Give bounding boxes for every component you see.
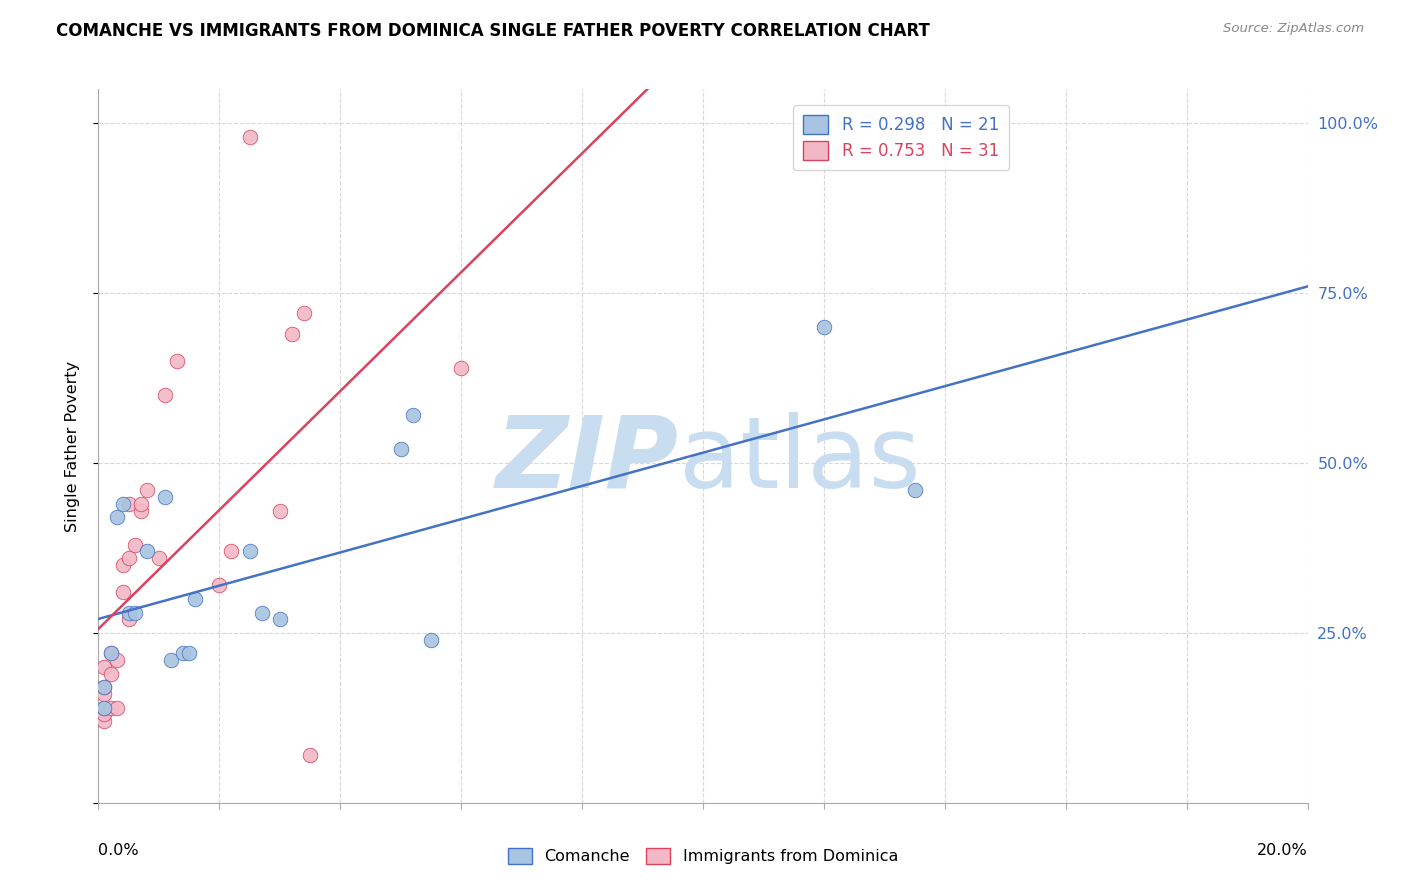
Point [450,360,472,375]
Text: ZIP: ZIP [496,412,679,508]
Point [148,551,170,566]
Point [239,544,262,558]
Point [105,700,128,714]
Point [93,660,115,674]
Point [93,680,115,694]
Text: COMANCHE VS IMMIGRANTS FROM DOMINICA SINGLE FATHER POVERTY CORRELATION CHART: COMANCHE VS IMMIGRANTS FROM DOMINICA SIN… [56,22,931,40]
Point [239,129,262,144]
Point [129,503,152,517]
Point [153,388,176,402]
Point [135,544,157,558]
Point [135,483,157,498]
Legend: R = 0.298   N = 21, R = 0.753   N = 31: R = 0.298 N = 21, R = 0.753 N = 31 [793,104,1010,169]
Point [179,646,201,660]
Point [221,544,243,558]
Point [93,680,115,694]
Point [269,612,291,626]
Point [111,585,134,599]
Point [100,666,122,681]
Point [299,748,322,763]
Point [124,537,146,551]
Point [93,714,115,729]
Point [100,646,122,660]
Text: Source: ZipAtlas.com: Source: ZipAtlas.com [1223,22,1364,36]
Point [389,442,412,457]
Text: atlas: atlas [679,412,921,508]
Point [153,490,176,504]
Point [118,551,141,566]
Point [118,612,141,626]
Point [420,632,443,647]
Point [208,578,231,592]
Point [100,646,122,660]
Point [118,606,141,620]
Point [111,497,134,511]
Point [250,606,273,620]
Point [93,700,115,714]
Point [813,320,835,334]
Point [129,497,152,511]
Point [281,326,304,341]
Point [292,306,315,320]
Y-axis label: Single Father Poverty: Single Father Poverty [65,360,80,532]
Point [160,653,183,667]
Point [118,497,141,511]
Point [402,409,425,423]
Point [93,687,115,701]
Point [105,653,128,667]
Legend: Comanche, Immigrants from Dominica: Comanche, Immigrants from Dominica [502,841,904,871]
Text: 0.0%: 0.0% [98,843,139,858]
Point [172,646,194,660]
Text: 20.0%: 20.0% [1257,843,1308,858]
Point [269,503,291,517]
Point [166,354,188,368]
Point [93,707,115,722]
Point [124,606,146,620]
Point [100,700,122,714]
Point [904,483,927,498]
Point [111,558,134,572]
Point [105,510,128,524]
Point [184,591,207,606]
Point [93,700,115,714]
